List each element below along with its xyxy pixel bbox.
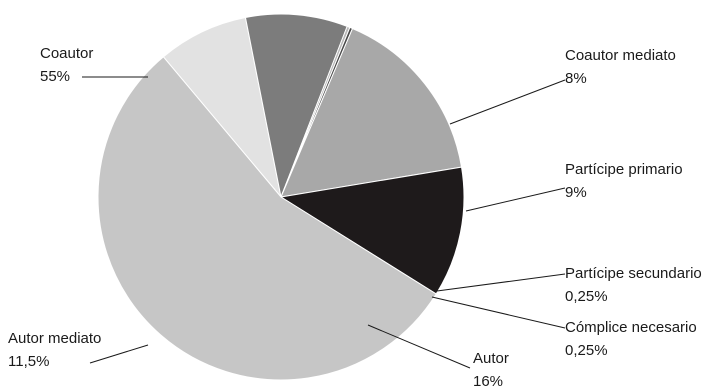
slice-value-label: 9%: [565, 184, 587, 201]
slice-labels: Coautor mediato 8% Partícipe primario 9% Par…: [8, 45, 702, 390]
slice-value-label: 0,25%: [565, 342, 608, 359]
pie-slice: [244, 13, 348, 199]
slice-label: Coautor mediato: [565, 47, 676, 64]
slice-value-label: 0,25%: [565, 288, 608, 305]
leader-line: [431, 296, 566, 329]
leader-line: [449, 79, 566, 125]
leader-line: [89, 344, 149, 364]
leader-line: [367, 324, 471, 369]
leader-line: [436, 273, 566, 292]
slice-label: Coautor: [40, 45, 93, 62]
slice-label: Cómplice necesario: [565, 319, 697, 336]
slice-label: Autor mediato: [8, 330, 101, 347]
slice-value-label: 16%: [473, 373, 503, 390]
pie-slice: [97, 56, 437, 381]
leader-line: [465, 187, 566, 212]
pie-slice: [162, 16, 282, 198]
pie-slices: [97, 13, 465, 381]
slice-value-label: 55%: [40, 68, 70, 85]
pie-slice: [279, 166, 465, 295]
slice-label: Partícipe secundario: [565, 265, 702, 282]
pie-slice: [280, 27, 463, 198]
slice-label: Partícipe primario: [565, 161, 683, 178]
leader-lines: [82, 76, 566, 369]
slice-label: Autor: [473, 350, 509, 367]
slice-value-label: 11,5%: [8, 353, 49, 370]
slice-value-label: 8%: [565, 70, 587, 87]
